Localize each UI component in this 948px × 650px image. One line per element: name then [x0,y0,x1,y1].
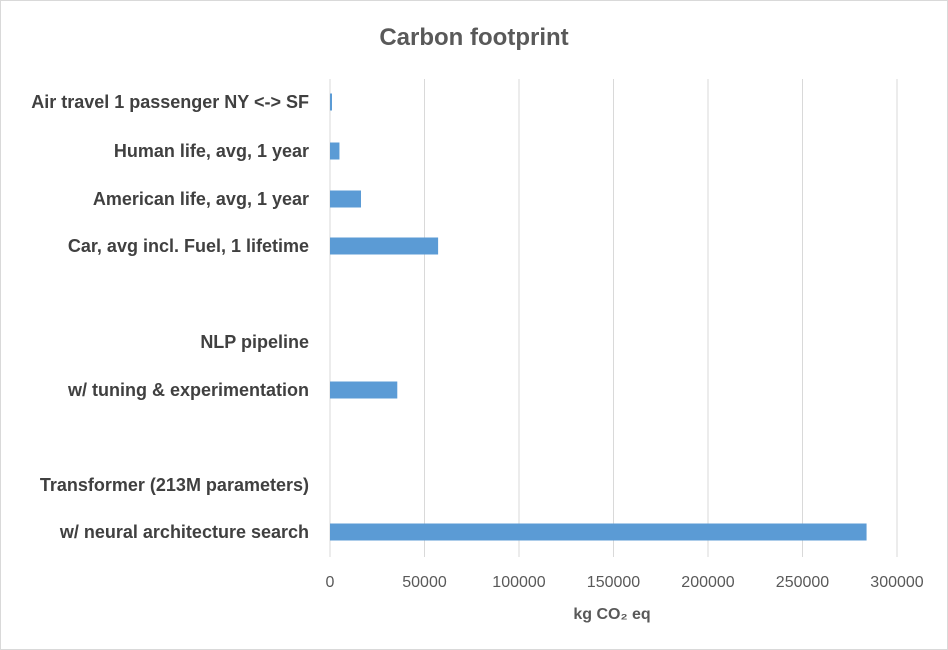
category-label: w/ tuning & experimentation [67,380,309,400]
x-tick-label: 300000 [870,574,923,591]
bar [330,523,867,541]
x-tick-labels: 0 50000 100000 150000 200000 250000 300000 [326,574,924,591]
x-tick-label: 250000 [776,574,829,591]
bar [330,142,340,160]
x-axis-title: kg CO₂ eq [573,606,650,623]
gridlines [329,79,898,557]
x-tick-label: 150000 [587,574,640,591]
bar [330,381,398,399]
category-label: Air travel 1 passenger NY <-> SF [31,92,309,112]
category-label: NLP pipeline [200,332,309,352]
x-tick-label: 50000 [402,574,447,591]
category-label: Human life, avg, 1 year [114,141,309,161]
bar [330,93,332,111]
bar [330,190,361,208]
x-tick-label: 200000 [681,574,734,591]
category-labels: Air travel 1 passenger NY <-> SF Human li… [31,92,309,542]
x-tick-label: 0 [326,574,335,591]
category-label: w/ neural architecture search [59,522,309,542]
bar [330,237,439,255]
x-tick-label: 100000 [492,574,545,591]
category-label: Transformer (213M parameters) [40,475,309,495]
category-label: Car, avg incl. Fuel, 1 lifetime [68,236,309,256]
chart-title: Carbon footprint [379,24,568,51]
bars [330,93,867,541]
category-label: American life, avg, 1 year [93,189,309,209]
